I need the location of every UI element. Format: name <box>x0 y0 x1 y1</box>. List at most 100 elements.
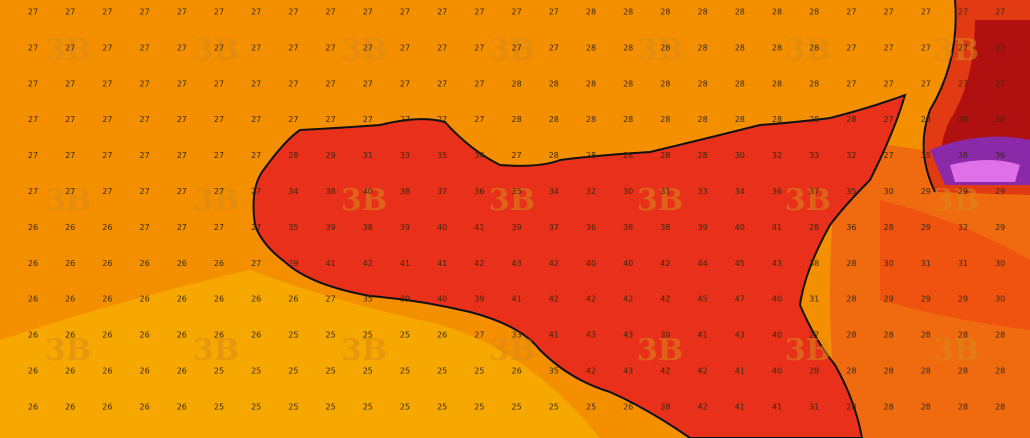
temperature-value: 26 <box>28 223 38 232</box>
temperature-value: 30 <box>884 259 894 268</box>
temperature-value: 41 <box>474 223 484 232</box>
temperature-value: 27 <box>28 79 38 88</box>
temperature-value: 28 <box>884 331 894 340</box>
temperature-value: 36 <box>772 187 782 196</box>
temperature-value: 25 <box>288 331 298 340</box>
temperature-value: 25 <box>474 367 484 376</box>
temperature-value: 28 <box>660 8 670 17</box>
temperature-value: 42 <box>549 295 559 304</box>
temperature-value: 27 <box>214 79 224 88</box>
temperature-value: 25 <box>400 367 410 376</box>
temperature-value: 27 <box>400 43 410 52</box>
temperature-value: 27 <box>400 79 410 88</box>
temperature-value: 42 <box>363 259 373 268</box>
temperature-value: 44 <box>698 259 708 268</box>
temperature-value: 27 <box>549 43 559 52</box>
temperature-value: 36 <box>474 187 484 196</box>
temperature-value: 27 <box>28 8 38 17</box>
watermark: 3B <box>45 183 91 218</box>
temperature-value: 31 <box>809 402 819 411</box>
temperature-value: 28 <box>921 331 931 340</box>
temperature-value: 27 <box>28 43 38 52</box>
temperature-value: 43 <box>735 331 745 340</box>
temperature-value: 29 <box>288 259 298 268</box>
temperature-value: 28 <box>288 151 298 160</box>
temperature-value: 27 <box>363 79 373 88</box>
temperature-value: 28 <box>995 331 1005 340</box>
temperature-value: 25 <box>474 402 484 411</box>
temperature-value: 28 <box>586 115 596 124</box>
temperature-value: 27 <box>884 79 894 88</box>
watermark: 3B <box>489 33 535 68</box>
temperature-value: 28 <box>698 151 708 160</box>
watermarks: 3B 3B 3B 3B 3B 3B 3B 3B 3B 3B 3B 3B 3B 3B 3B 3B 3B 3B 3B 3B… <box>45 33 979 368</box>
temperature-value: 26 <box>28 331 38 340</box>
temperature-value: 26 <box>28 259 38 268</box>
temperature-value: 28 <box>809 43 819 52</box>
temperature-value: 27 <box>214 187 224 196</box>
temperature-value: 27 <box>177 187 187 196</box>
temperature-value: 28 <box>698 79 708 88</box>
temperature-value: 30 <box>995 259 1005 268</box>
temperature-value: 27 <box>846 8 856 17</box>
watermark: 3B <box>341 183 387 218</box>
temperature-value: 29 <box>326 151 336 160</box>
temperature-value: 35 <box>921 151 931 160</box>
temperature-value: 26 <box>512 367 522 376</box>
temperature-value: 28 <box>586 151 596 160</box>
temperature-value: 41 <box>735 402 745 411</box>
temperature-value: 41 <box>512 295 522 304</box>
temperature-value: 29 <box>921 295 931 304</box>
watermark: 3B <box>933 183 979 218</box>
temperature-value: 45 <box>735 259 745 268</box>
temperature-value: 28 <box>660 43 670 52</box>
temperature-value: 35 <box>846 187 856 196</box>
temperature-value: 39 <box>474 295 484 304</box>
temperature-value: 38 <box>363 223 373 232</box>
temperature-value: 30 <box>735 151 745 160</box>
temperature-value: 34 <box>288 187 298 196</box>
temperature-value: 28 <box>772 43 782 52</box>
temperature-value: 28 <box>735 115 745 124</box>
temperature-value: 26 <box>177 331 187 340</box>
temperature-value: 25 <box>251 402 261 411</box>
temperature-value: 34 <box>474 151 484 160</box>
temperature-value: 25 <box>251 367 261 376</box>
temperature-value: 28 <box>549 79 559 88</box>
temperature-value: 27 <box>102 151 112 160</box>
temperature-value: 28 <box>735 79 745 88</box>
temperature-value: 26 <box>65 367 75 376</box>
sicily <box>252 94 906 438</box>
temperature-value: 28 <box>995 402 1005 411</box>
temperature-value: 26 <box>288 295 298 304</box>
temperature-value: 41 <box>400 259 410 268</box>
temperature-value: 27 <box>995 8 1005 17</box>
temperature-value: 40 <box>772 367 782 376</box>
temperature-value: 26 <box>177 402 187 411</box>
temperature-value: 40 <box>586 259 596 268</box>
temperature-value: 25 <box>363 367 373 376</box>
temperature-value: 27 <box>251 223 261 232</box>
temperature-value: 28 <box>549 115 559 124</box>
temperature-value: 42 <box>698 402 708 411</box>
temperature-value: 31 <box>921 259 931 268</box>
temperature-value: 42 <box>660 367 670 376</box>
temperature-value: 28 <box>809 115 819 124</box>
temperature-value: 41 <box>437 259 447 268</box>
temperature-value: 37 <box>809 187 819 196</box>
temperature-value: 28 <box>809 223 819 232</box>
temperature-value: 39 <box>326 223 336 232</box>
temperature-value: 27 <box>363 115 373 124</box>
temperature-value: 31 <box>660 187 670 196</box>
temperature-value: 25 <box>363 331 373 340</box>
temperature-value: 27 <box>288 115 298 124</box>
temperature-value: 27 <box>65 79 75 88</box>
temperature-value: 32 <box>772 151 782 160</box>
calabria <box>922 0 1030 195</box>
temperature-value: 27 <box>140 187 150 196</box>
temperature-value: 28 <box>846 402 856 411</box>
temperature-value: 27 <box>140 79 150 88</box>
temperature-value: 30 <box>884 187 894 196</box>
temperature-value: 34 <box>735 187 745 196</box>
temperature-value: 27 <box>177 223 187 232</box>
